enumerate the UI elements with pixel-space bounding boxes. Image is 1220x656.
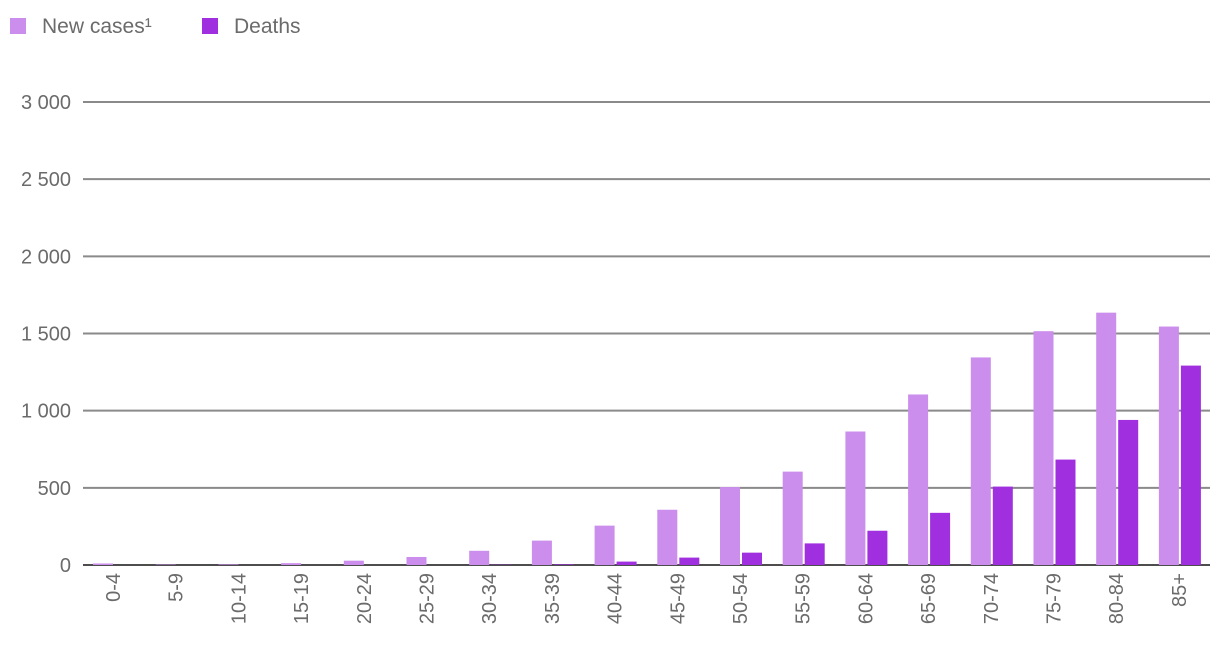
bar-deaths-65-69 (930, 512, 951, 565)
bar-deaths-40-44 (616, 561, 637, 565)
y-tick-label: 1 000 (21, 401, 71, 423)
x-tick-label: 55-59 (793, 573, 815, 624)
x-tick-label: 20-24 (354, 573, 376, 624)
bar-new-cases-60-64 (845, 431, 866, 565)
legend-label-new-cases: New cases¹ (42, 15, 152, 38)
gridlines (83, 101, 1210, 566)
bar-deaths-45-49 (679, 557, 700, 565)
y-tick-label: 3 000 (21, 92, 71, 114)
bar-new-cases-80-84 (1096, 312, 1117, 565)
x-tick-label: 35-39 (542, 573, 564, 624)
y-tick-label: 2 000 (21, 246, 71, 268)
x-tick-label: 0-4 (103, 573, 125, 602)
x-tick-label: 15-19 (291, 573, 313, 624)
bar-deaths-70-74 (992, 486, 1013, 565)
legend: New cases¹ Deaths (10, 15, 301, 38)
x-tick-label: 50-54 (730, 573, 752, 624)
bar-new-cases-0-4 (93, 563, 113, 565)
y-tick-label: 0 (60, 555, 71, 577)
bar-new-cases-25-29 (406, 556, 427, 565)
bar-new-cases-10-14 (218, 564, 239, 565)
x-tick-label: 25-29 (417, 573, 439, 624)
bar-new-cases-15-19 (281, 563, 302, 565)
x-axis: 0-4 5-9 10-14 15-19 20-24 25-29 30-34 35-39 40-4… (103, 573, 1191, 624)
bar-deaths-80-84 (1118, 419, 1139, 565)
bar-deaths-35-39 (553, 564, 574, 565)
bar-new-cases-45-49 (657, 509, 678, 565)
bar-new-cases-40-44 (594, 525, 615, 565)
x-tick-label: 65-69 (918, 573, 940, 624)
bar-deaths-60-64 (867, 530, 888, 565)
x-tick-label: 70-74 (981, 573, 1003, 624)
bar-new-cases-50-54 (720, 487, 740, 565)
x-tick-label: 85+ (1169, 573, 1191, 607)
bar-new-cases-65-69 (908, 394, 929, 565)
bar-new-cases-30-34 (469, 550, 490, 565)
bar-new-cases-55-59 (782, 471, 803, 565)
bar-deaths-50-54 (742, 552, 762, 565)
y-tick-label: 1 500 (21, 324, 71, 346)
bar-new-cases-35-39 (531, 540, 552, 565)
bar-new-cases-70-74 (970, 357, 991, 565)
x-tick-label: 80-84 (1106, 573, 1128, 624)
bar-new-cases-85+ (1158, 326, 1179, 565)
x-tick-label: 40-44 (605, 573, 627, 624)
bar-deaths-55-59 (804, 543, 825, 565)
y-axis: 0 500 1 000 1 500 2 000 2 500 3 000 (21, 92, 71, 577)
legend-swatch-new-cases (10, 18, 26, 34)
bar-new-cases-75-79 (1033, 331, 1054, 565)
x-tick-label: 60-64 (855, 573, 877, 624)
y-tick-label: 500 (38, 478, 71, 500)
bar-deaths-75-79 (1055, 459, 1076, 565)
bars (93, 312, 1201, 565)
x-tick-label: 75-79 (1044, 573, 1066, 624)
bar-new-cases-20-24 (343, 560, 364, 565)
legend-swatch-deaths (202, 18, 218, 34)
x-tick-label: 10-14 (228, 573, 250, 624)
legend-label-deaths: Deaths (234, 15, 301, 38)
bar-deaths-85+ (1180, 365, 1201, 565)
x-tick-label: 5-9 (166, 573, 188, 602)
x-tick-label: 45-49 (667, 573, 689, 624)
y-tick-label: 2 500 (21, 169, 71, 191)
x-tick-label: 30-34 (479, 573, 501, 624)
